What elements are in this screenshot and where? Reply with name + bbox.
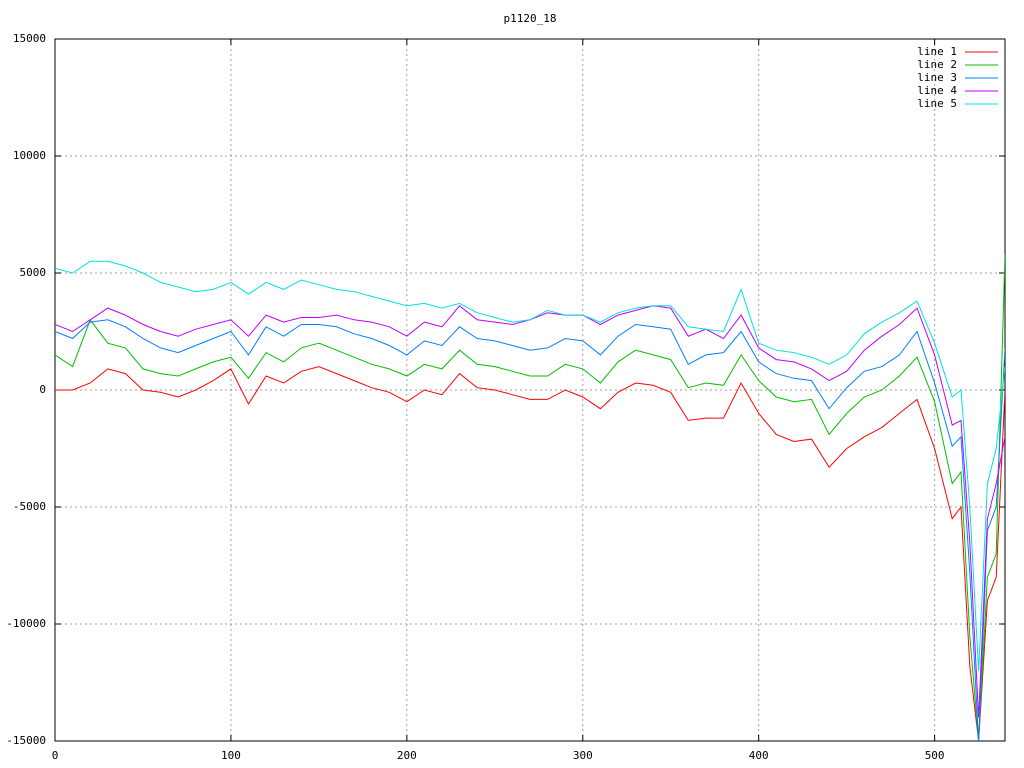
legend-label: line 3 (917, 71, 957, 84)
legend-label: line 1 (917, 45, 957, 58)
y-tick-label: 5000 (20, 266, 47, 279)
x-tick-label: 0 (52, 749, 59, 762)
y-tick-label: -5000 (13, 500, 46, 513)
x-tick-label: 500 (925, 749, 945, 762)
chart-title: p1120_18 (504, 12, 557, 25)
data-line (55, 260, 1005, 671)
legend-label: line 5 (917, 97, 957, 110)
x-tick-label: 300 (573, 749, 593, 762)
legend-label: line 4 (917, 84, 957, 97)
data-line (55, 305, 1005, 718)
y-tick-label: -10000 (6, 617, 46, 630)
data-line (55, 254, 1005, 741)
y-tick-label: 0 (39, 383, 46, 396)
data-line (55, 366, 1005, 741)
x-tick-label: 100 (221, 749, 241, 762)
x-tick-label: 200 (397, 749, 417, 762)
x-tick-label: 400 (749, 749, 769, 762)
y-tick-label: 15000 (13, 32, 46, 45)
data-line (55, 319, 1005, 741)
y-tick-label: 10000 (13, 149, 46, 162)
plot: -15000 -10000 -5000 0 5000 10000 15000 0 100 200 3… (6, 32, 1006, 762)
legend-label: line 2 (917, 58, 957, 71)
y-tick-label: -15000 (6, 734, 46, 747)
